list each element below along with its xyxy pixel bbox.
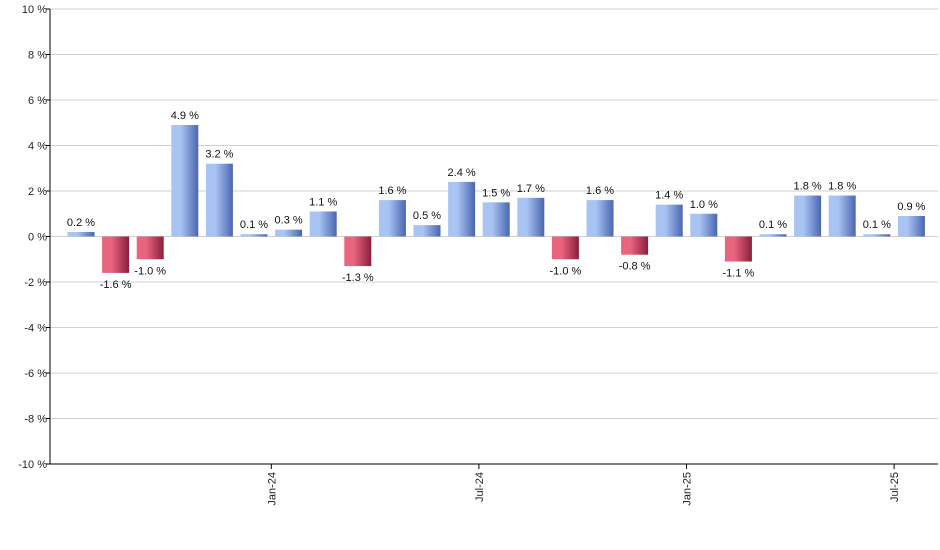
axes (49, 9, 938, 469)
y-tick-label: -6 % (24, 368, 47, 380)
bars (67, 125, 925, 273)
y-tick-label: -10 % (18, 459, 47, 471)
y-tick-label: 2 % (28, 186, 47, 198)
bar (67, 231, 95, 237)
y-tick-label: 4 % (28, 141, 47, 153)
data-label: -0.8 % (619, 261, 651, 273)
data-label: 4.9 % (171, 110, 199, 122)
x-axis-tick-labels: Jan-24 Jul-24 Jan-25 Jul-25 (266, 472, 901, 506)
data-label: -1.1 % (723, 268, 755, 280)
data-labels: 0.2 %-1.6 %-1.0 %4.9 %3.2 %0.1 % 0.3 %1.1… (67, 110, 926, 291)
bar (655, 204, 683, 237)
x-tick-label: Jul-25 (889, 472, 901, 502)
bar (863, 234, 891, 237)
bar (586, 200, 614, 237)
y-tick-label: -8 % (24, 414, 47, 426)
data-label: 0.1 % (240, 219, 268, 231)
bar (482, 202, 510, 237)
x-tick-label: Jul-24 (474, 472, 486, 502)
data-label: -1.0 % (134, 265, 166, 277)
bar (102, 236, 130, 273)
data-label: 1.1 % (309, 196, 337, 208)
bar (275, 229, 303, 237)
data-label: 0.3 % (275, 215, 303, 227)
data-label: 1.6 % (378, 185, 406, 197)
data-label: 1.8 % (794, 181, 822, 193)
data-label: 1.8 % (828, 181, 856, 193)
data-label: 1.4 % (655, 190, 683, 202)
y-tick-label: -2 % (24, 277, 47, 289)
bar (690, 213, 718, 237)
data-label: -1.0 % (550, 265, 582, 277)
bar (897, 216, 925, 237)
y-tick-label: 8 % (28, 50, 47, 62)
bar (828, 195, 856, 237)
data-label: 0.9 % (897, 201, 925, 213)
bar (413, 225, 441, 237)
bar (621, 236, 649, 255)
bar (759, 234, 787, 237)
data-label: 3.2 % (205, 149, 233, 161)
data-label: -1.3 % (342, 272, 374, 284)
bar (551, 236, 579, 260)
bar (448, 181, 476, 237)
bar (205, 163, 233, 237)
bar (344, 236, 372, 267)
y-tick-label: -4 % (24, 323, 47, 335)
data-label: 0.1 % (863, 219, 891, 231)
bar (517, 197, 545, 237)
bar (724, 236, 752, 262)
data-label: 1.5 % (482, 187, 510, 199)
data-label: 0.1 % (759, 219, 787, 231)
bar (136, 236, 164, 260)
data-label: 0.2 % (67, 217, 95, 229)
data-label: 2.4 % (448, 167, 476, 179)
bar (309, 211, 337, 237)
data-label: 0.5 % (413, 210, 441, 222)
data-label: 1.0 % (690, 199, 718, 211)
bar (171, 125, 199, 237)
y-tick-label: 10 % (22, 4, 47, 16)
bar (240, 234, 268, 237)
x-tick-label: Jan-24 (266, 472, 278, 506)
bar (378, 200, 406, 237)
bar (794, 195, 822, 237)
y-axis-tick-labels: 10 % 8 % 6 % 4 % 2 % 0 % -2 % -4 % -6 % -8 % -10 % (18, 4, 47, 471)
x-tick-label: Jan-25 (682, 472, 694, 506)
data-label: -1.6 % (100, 279, 132, 291)
y-tick-label: 6 % (28, 95, 47, 107)
data-label: 1.6 % (586, 185, 614, 197)
y-tick-label: 0 % (28, 232, 47, 244)
data-label: 1.7 % (517, 183, 545, 195)
